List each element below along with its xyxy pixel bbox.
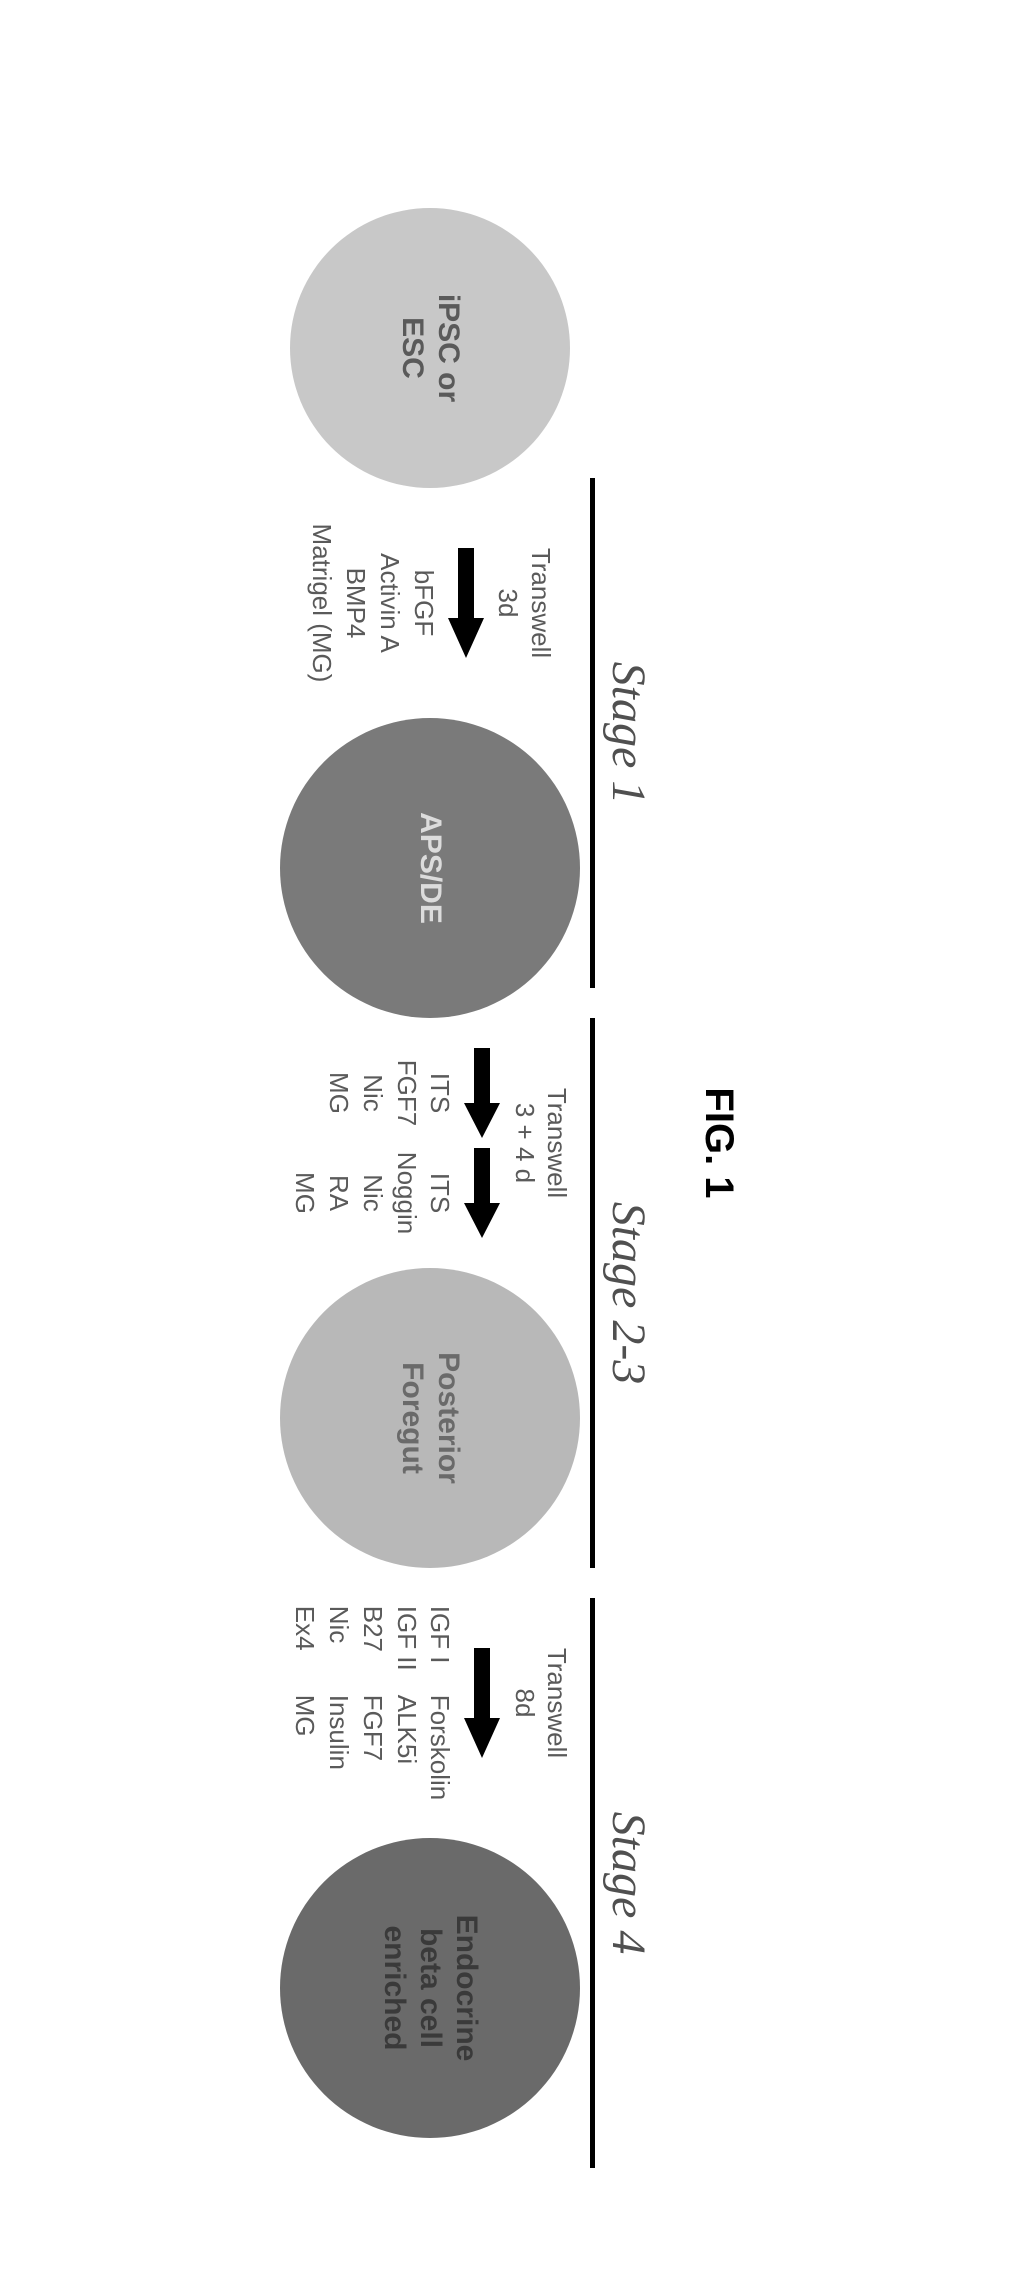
t23-a1-factors: ITS Noggin Nic RA MG <box>288 1152 457 1234</box>
t4-top-1: 8d <box>509 1648 542 1758</box>
cell-endocrine-beta: Endocrine beta cell enriched <box>281 1838 581 2138</box>
t1-factors: bFGF Activin A BMP4 Matrigel (MG) <box>304 524 439 683</box>
t23-a0-f1: FGF7 <box>389 1060 423 1126</box>
t23-a0-f3: MG <box>321 1060 355 1126</box>
arrow-icon <box>446 548 486 658</box>
t4-r4: MG <box>288 1695 322 1800</box>
t4-r3: Insulin <box>321 1695 355 1800</box>
t4-l1: IGF II <box>389 1606 423 1671</box>
transition-stage1: Transwell 3d bFGF Activin A BMP4 Matrige… <box>304 488 556 718</box>
stage1-label: Stage 1 <box>602 662 657 805</box>
cell-aps-de-label: APS/DE <box>413 812 449 924</box>
t23-top-0: Transwell <box>541 1088 574 1198</box>
t4-arrow-row: IGF I IGF II B27 Nic Ex4 Forskolin ALK5i… <box>288 1606 503 1800</box>
t23-a1-f1: Noggin <box>389 1152 423 1234</box>
cell-aps-de: APS/DE <box>281 718 581 1018</box>
arrow-icon <box>463 1148 503 1238</box>
transition-stage4: Transwell 8d IGF I IGF II B27 Nic Ex4 <box>288 1568 574 1838</box>
t23-a0-f2: Nic <box>355 1060 389 1126</box>
figure-title: FIG. 1 <box>697 1087 742 1198</box>
t4-r2: FGF7 <box>355 1695 389 1800</box>
t4-top-0: Transwell <box>541 1648 574 1758</box>
t4-l0: IGF I <box>423 1606 457 1671</box>
t1-f2: BMP4 <box>338 524 372 683</box>
t4-col-left: IGF I IGF II B27 Nic Ex4 <box>288 1606 457 1671</box>
t1-top-1: 3d <box>492 548 525 658</box>
cell-posterior-foregut: Posterior Foregut <box>281 1268 581 1568</box>
t23-a1-f0: ITS <box>423 1152 457 1234</box>
t4-l3: Nic <box>321 1606 355 1671</box>
t4-arrow-col-0: IGF I IGF II B27 Nic Ex4 Forskolin ALK5i… <box>288 1606 503 1800</box>
stage4-rule <box>591 1598 596 2168</box>
t23-top-1: 3 + 4 d <box>509 1088 542 1198</box>
t23-a1-f4: MG <box>288 1152 322 1234</box>
stage-header-row: Stage 1 Stage 2-3 Stage 4 <box>591 118 657 2168</box>
cell-endocrine-beta-label: Endocrine beta cell enriched <box>377 1915 485 2062</box>
stage23-rule <box>591 1018 596 1568</box>
t23-arrow-col-1: ITS Noggin Nic RA MG <box>288 1148 503 1238</box>
t4-col-right: Forskolin ALK5i FGF7 Insulin MG <box>288 1695 457 1800</box>
stage1-header: Stage 1 <box>591 478 657 988</box>
cell-posterior-foregut-label: Posterior Foregut <box>395 1352 467 1484</box>
t23-top: Transwell 3 + 4 d <box>509 1088 574 1198</box>
t23-a0-f0: ITS <box>423 1060 457 1126</box>
t23-a1-f3: RA <box>321 1152 355 1234</box>
cell-ipsc-esc: iPSC or ESC <box>291 208 571 488</box>
t4-l4: Ex4 <box>288 1606 322 1671</box>
t1-f1: Activin A <box>372 524 406 683</box>
t4-l2: B27 <box>355 1606 389 1671</box>
t4-r0: Forskolin <box>423 1695 457 1800</box>
transition-stage23: Transwell 3 + 4 d ITS FGF7 Nic MG <box>288 1018 574 1268</box>
t4-top: Transwell 8d <box>509 1648 574 1758</box>
t23-a0-factors: ITS FGF7 Nic MG <box>321 1060 456 1126</box>
arrow-icon <box>463 1648 503 1758</box>
stage1-rule <box>591 478 596 988</box>
cell-ipsc-esc-label: iPSC or ESC <box>395 294 467 402</box>
t4-r1: ALK5i <box>389 1695 423 1800</box>
t23-arrow-row: ITS FGF7 Nic MG ITS Noggin Nic RA <box>288 1048 503 1238</box>
stage23-label: Stage 2-3 <box>602 1202 657 1385</box>
t23-arrow-col-0: ITS FGF7 Nic MG <box>321 1048 502 1138</box>
t1-f0: bFGF <box>406 524 440 683</box>
t23-a1-f2: Nic <box>355 1152 389 1234</box>
diagram-row: iPSC or ESC Transwell 3d bFGF Activin A … <box>281 148 581 2138</box>
t1-arrow-col-0: bFGF Activin A BMP4 Matrigel (MG) <box>304 524 485 683</box>
t1-top: Transwell 3d <box>492 548 557 658</box>
stage4-header: Stage 4 <box>591 1598 657 2168</box>
t1-top-0: Transwell <box>524 548 557 658</box>
rotated-canvas: FIG. 1 Stage 1 Stage 2-3 Stage 4 iPSC or… <box>0 0 1022 2286</box>
stage23-header: Stage 2-3 <box>591 1018 657 1568</box>
arrow-icon <box>463 1048 503 1138</box>
t1-arrow-row: bFGF Activin A BMP4 Matrigel (MG) <box>304 524 485 683</box>
stage4-label: Stage 4 <box>602 1812 657 1955</box>
t1-f3: Matrigel (MG) <box>304 524 338 683</box>
t4-factors: IGF I IGF II B27 Nic Ex4 Forskolin ALK5i… <box>288 1606 457 1800</box>
